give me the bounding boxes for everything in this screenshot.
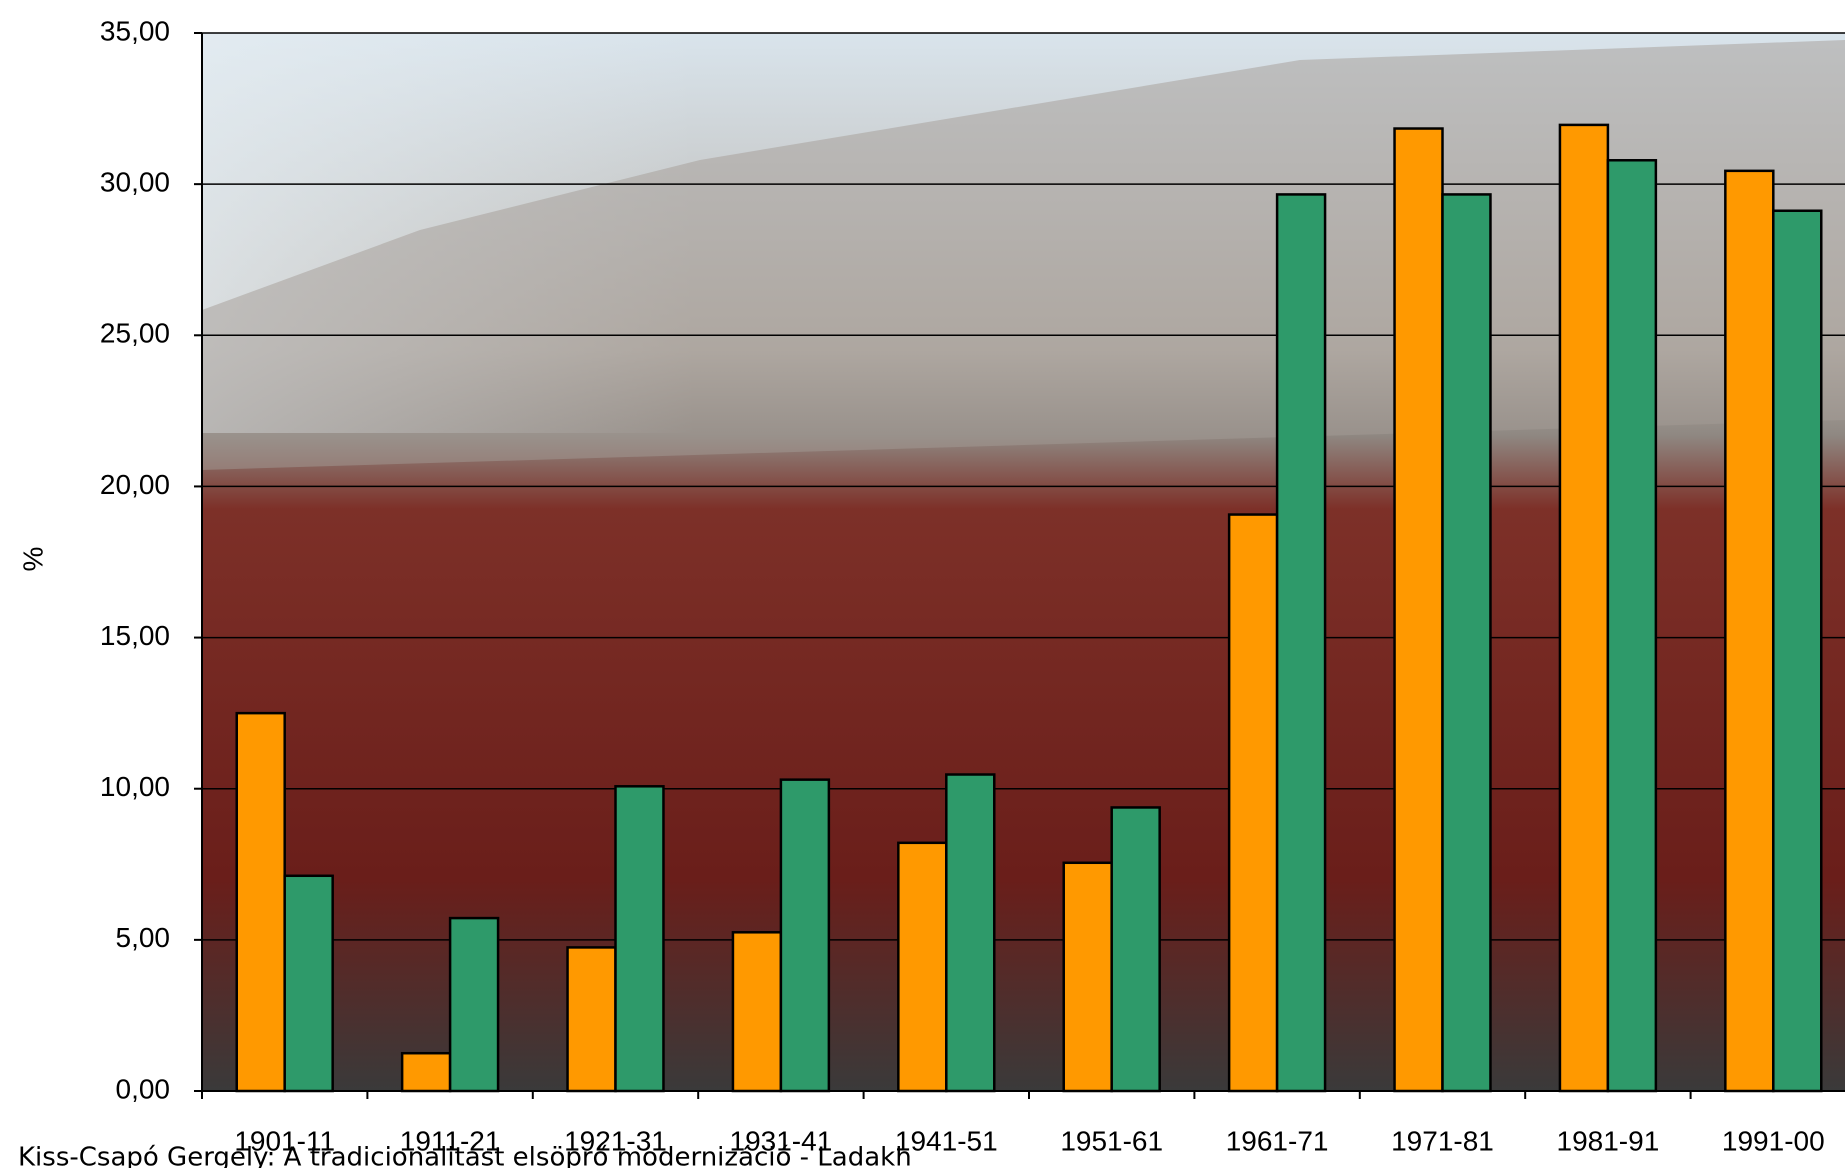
bar bbox=[448, 916, 500, 1093]
bar bbox=[1062, 861, 1113, 1093]
x-tick-label: 1931-41 bbox=[730, 1125, 833, 1156]
bar bbox=[235, 711, 286, 1093]
y-tick-label: 15,00 bbox=[100, 620, 170, 651]
bar bbox=[1772, 209, 1823, 1093]
bar bbox=[1724, 169, 1775, 1093]
bar bbox=[566, 946, 617, 1093]
bar bbox=[1393, 127, 1444, 1093]
y-axis-label: % bbox=[17, 547, 48, 572]
x-tick-label: 1911-21 bbox=[400, 1125, 501, 1156]
x-tick-label: 1901-11 bbox=[234, 1125, 335, 1156]
bar bbox=[400, 1051, 452, 1093]
bar bbox=[1441, 193, 1492, 1093]
bar bbox=[283, 874, 334, 1093]
x-tick-label: 1921-31 bbox=[564, 1125, 667, 1156]
bar bbox=[614, 785, 665, 1093]
bar bbox=[1606, 159, 1658, 1093]
bar bbox=[897, 841, 948, 1093]
x-tick-label: 1941-51 bbox=[895, 1125, 998, 1156]
bar bbox=[945, 773, 996, 1093]
bar bbox=[731, 931, 783, 1093]
x-tick-label: 1991-00 bbox=[1722, 1125, 1825, 1156]
footer: Kiss-Csapó Gergely: A tradicionalitást e… bbox=[18, 1143, 912, 1168]
bar bbox=[1558, 123, 1610, 1093]
bar bbox=[1110, 806, 1161, 1093]
bar bbox=[1275, 193, 1327, 1093]
y-tick-label: 10,00 bbox=[100, 771, 170, 802]
y-tick-label: 35,00 bbox=[100, 15, 170, 46]
y-tick-label: 0,00 bbox=[116, 1073, 171, 1104]
x-tick-label: 1951-61 bbox=[1060, 1125, 1163, 1156]
bar bbox=[1227, 513, 1279, 1093]
y-tick-label: 30,00 bbox=[100, 167, 170, 198]
x-tick-label: 1961-71 bbox=[1226, 1125, 1329, 1156]
x-tick-label: 1971-81 bbox=[1391, 1125, 1494, 1156]
y-tick-label: 25,00 bbox=[100, 318, 170, 349]
x-tick-label: 1981-91 bbox=[1557, 1125, 1660, 1156]
y-tick-label: 20,00 bbox=[100, 469, 170, 500]
y-tick-label: 5,00 bbox=[116, 922, 171, 953]
bar bbox=[779, 778, 831, 1093]
